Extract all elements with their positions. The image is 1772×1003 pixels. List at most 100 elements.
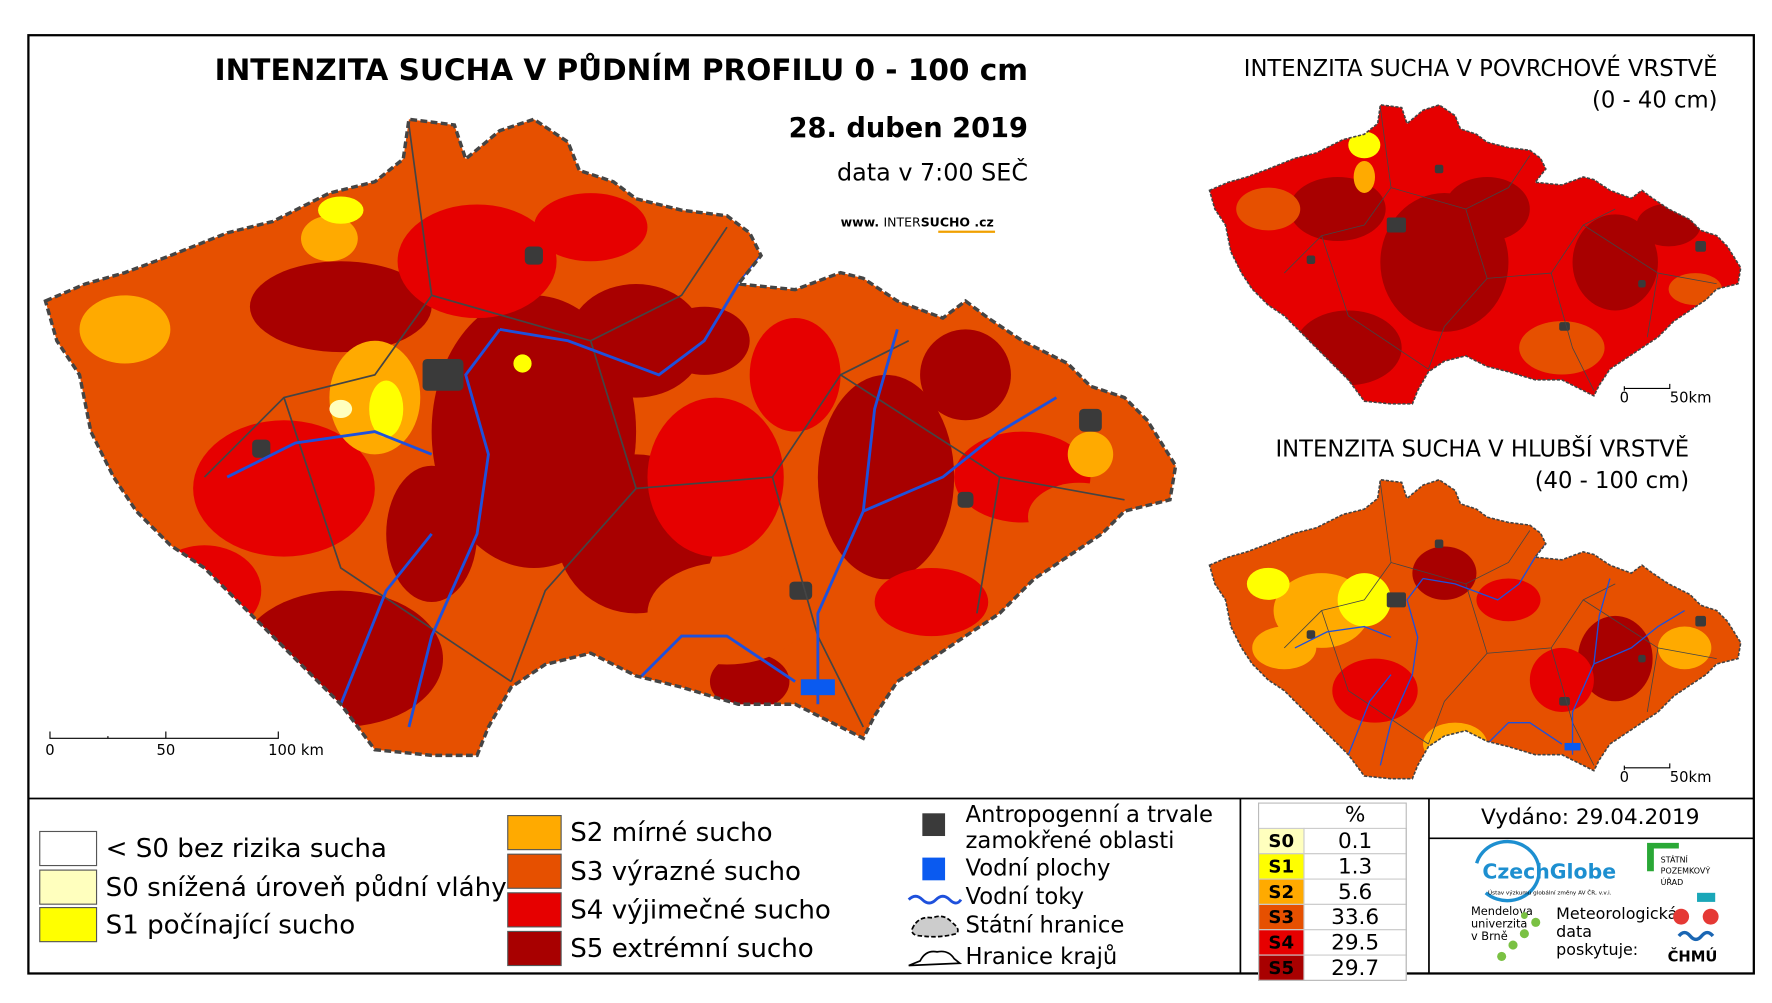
logo-chmi-mark [1673,908,1690,925]
logo-chmi-note: Meteorologická [1556,904,1677,923]
scale-label: 0 [45,742,54,759]
river [339,532,433,705]
region-border [1550,272,1595,391]
drought-area [249,261,432,353]
table-value-cell [1303,903,1407,931]
data-time: data v 7:00 SEČ [837,158,1028,186]
drought-area [1444,176,1530,242]
drought-area [1412,546,1477,600]
map-date: 28. duben 2019 [789,113,1028,144]
logo-dot [1519,929,1529,939]
scale-label: 0 [1620,769,1629,786]
inset-title: INTENZITA SUCHA V POVRCHOVÉ VRSTVĚ [1244,54,1718,82]
drought-area [1252,626,1317,670]
water-body [800,679,835,696]
anthropogenic-area [524,246,543,265]
inset-map [1208,104,1742,405]
river [635,634,796,683]
issued-date: Vydáno: 29.04.2019 [1481,805,1699,830]
main-map [43,117,1178,758]
table-code-cell [1258,878,1305,905]
website: www. INTERSUCHO .cz [841,214,994,229]
river [862,396,1058,513]
region-border [1283,482,1392,649]
table-code: S5 [1268,958,1294,979]
drought-area [1519,321,1605,375]
drought-areas [79,124,1131,728]
drought-area [513,354,532,373]
symbol-anthropogenic [922,813,946,837]
logo-chmi-note: data [1556,922,1592,941]
logo-chmi-mark [1677,930,1715,942]
table-code: S3 [1268,907,1294,928]
anthropogenic-area [252,439,271,458]
region-border [976,476,1001,614]
legend-label: S3 výrazné sucho [570,857,801,887]
region-border [1487,583,1616,654]
logo-czechglobe: CzechGlobe [1482,859,1616,883]
anthropogenic-area [1638,654,1646,663]
anthropogenic-area [1559,697,1570,706]
scale-line [1623,383,1671,391]
region-border [1390,530,1531,585]
river [1347,674,1392,755]
drought-area [1348,131,1381,159]
legend-label: < S0 bez rizika sucha [106,834,387,864]
logo-spu: POZEMKOVÝ [1661,865,1711,876]
region-border [1646,647,1659,713]
website-part: SUCHO [921,214,970,229]
legend-label: S2 mírné sucho [570,818,772,848]
table-value: 29.5 [1331,931,1379,956]
table-value: 1.3 [1338,855,1372,880]
scale-bar [49,731,279,739]
inset-title: INTENZITA SUCHA V HLUBŠÍ VRSTVĚ [1275,434,1689,462]
logo-dot [1520,912,1528,919]
river [1486,721,1563,745]
website-part: INTER [883,214,921,229]
legend-label: S5 extrémní sucho [570,934,814,964]
symbol-water [922,857,946,881]
anthropogenic-area [1638,280,1646,288]
logo-czechglobe-sub: Ústav výzkumu globální změny AV ČR, v.v.… [1488,889,1612,896]
legend-swatch [507,853,562,889]
scale-label: 50 [156,742,175,759]
region-border [1321,235,1429,370]
drought-area [874,567,989,637]
legend-label: S1 počínající sucho [106,910,356,940]
drought-area [567,283,705,398]
table-header: % [1345,803,1366,828]
symbol-label: Vodní toky [966,884,1085,910]
drought-area [1289,176,1386,242]
region-border [1283,107,1392,274]
stats-table: % S0 0.1 S1 1.3 S2 5.6 S3 33.6 S4 29.5 S5 29.7 [1258,802,1407,981]
drought-area [1476,578,1541,622]
table-frame [1258,802,1407,981]
drought-area [397,204,557,319]
legend-swatch [39,907,98,943]
drought-area [647,562,807,665]
legend-label: S0 snížená úroveň půdní vláhy [106,873,507,903]
region-border [1428,583,1488,745]
scale-label: 50km [1670,769,1712,786]
region-border [1321,610,1429,745]
drought-area [1332,658,1418,723]
drought-areas [1236,107,1723,391]
website-part: www. [841,214,880,229]
inset-map [1208,478,1742,780]
logo-spu: ÚŘAD [1661,876,1684,887]
symbol-region-border [908,950,963,967]
river [226,430,433,479]
logo-mendelu: Mendelova [1471,904,1533,918]
region-border [636,340,910,490]
legend-swatch [507,892,562,928]
drought-area [329,399,353,419]
logo-mendelu-dots [1497,912,1541,961]
legend-swatch [39,830,98,867]
drought-area [193,420,375,557]
anthropogenic-area [1306,255,1316,264]
table-code-cell [1258,827,1305,855]
anthropogenic-area [422,358,464,391]
logo-mendelu: v Brně [1471,929,1508,943]
anthropogenic-area [1306,630,1316,639]
